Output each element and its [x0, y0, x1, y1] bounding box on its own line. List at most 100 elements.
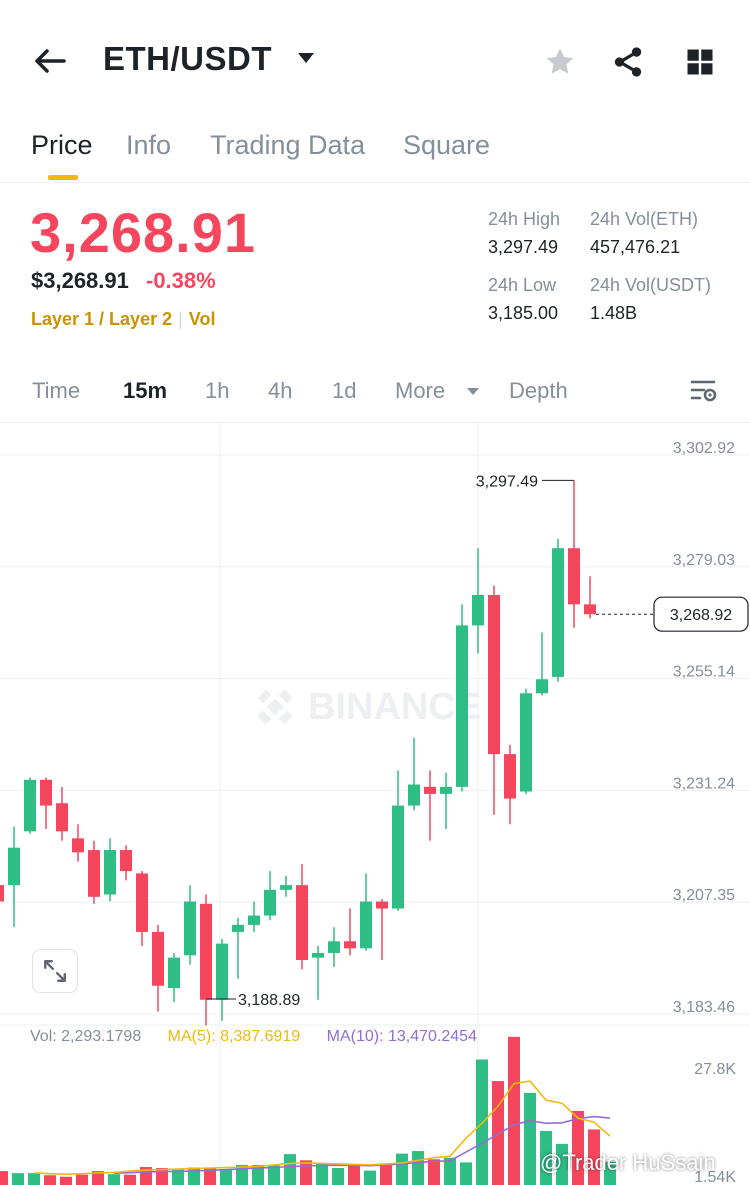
candle-body	[536, 679, 548, 694]
more-dropdown-icon[interactable]	[467, 388, 479, 395]
candle-body	[392, 805, 404, 909]
candle-body	[168, 957, 180, 989]
ma10-line	[113, 1115, 611, 1174]
volume-bar	[92, 1171, 104, 1185]
volume-bar	[76, 1174, 88, 1185]
vol-base-label: 24h Vol(ETH)	[590, 209, 699, 229]
ma10-value: MA(10): 13,470.2454	[326, 1028, 477, 1045]
candle-body	[56, 803, 68, 832]
high-marker-label: 3,297.49	[476, 473, 538, 490]
expand-chart-button[interactable]	[32, 949, 78, 993]
volume-bar	[204, 1168, 216, 1185]
ma5-value: MA(5): 8,387.6919	[167, 1028, 301, 1045]
candle-body	[264, 889, 276, 916]
interval-depth[interactable]: Depth	[509, 378, 568, 403]
volume-bar	[156, 1168, 168, 1185]
tab-info[interactable]: Info	[126, 130, 172, 160]
volume-bar	[252, 1164, 264, 1185]
candle-body	[104, 850, 116, 895]
high-value: 3,297.49	[488, 237, 559, 257]
back-arrow-icon[interactable]	[28, 40, 72, 82]
vol-quote-label: 24h Vol(USDT)	[590, 275, 712, 295]
favorite-star-icon[interactable]	[538, 40, 582, 84]
tag-separator: |	[178, 309, 183, 329]
low-marker-label: 3,188.89	[238, 992, 300, 1009]
candle-body	[40, 779, 52, 806]
tab-price[interactable]: Price	[31, 130, 93, 160]
volume-indicator-row: Vol: 2,293.1798 MA(5): 8,387.6919 MA(10)…	[30, 1028, 499, 1046]
interval-bar: Time 15m 1h 4h 1d More Depth	[0, 360, 750, 423]
candle-body	[200, 903, 212, 1000]
candle-body	[136, 873, 148, 932]
watermark-text: BINANCE	[308, 686, 481, 728]
interval-time[interactable]: Time	[32, 378, 81, 403]
candle-body	[24, 779, 36, 832]
price-axis: 3,302.92 3,279.03 3,255.14 3,231.24 3,207.35…	[673, 440, 737, 1185]
active-tab-indicator	[48, 175, 78, 180]
candlestick-chart[interactable]: BINANCE 3,302.92 3,279.03 3,255.14 3,231.24…	[0, 422, 750, 1185]
volume-bar	[44, 1175, 56, 1185]
volume-tick-label: 27.8K	[694, 1061, 736, 1078]
candle-body	[248, 915, 260, 925]
volume-bar	[332, 1168, 344, 1185]
price-markers: 3,297.49 3,188.89 3,268.92	[206, 473, 749, 1009]
interval-1d[interactable]: 1d	[332, 378, 357, 403]
candle-body	[280, 885, 292, 890]
volume-bar	[556, 1143, 568, 1185]
last-price: 3,268.91	[30, 201, 256, 264]
interval-15m[interactable]: 15m	[123, 378, 168, 403]
volume-bar	[460, 1162, 472, 1185]
top-tabs: Price Info Trading Data Square	[0, 120, 750, 183]
category-tags: Layer 1 / Layer 2 | Vol	[31, 309, 215, 330]
volume-bar	[572, 1110, 584, 1185]
interval-4h[interactable]: 4h	[268, 378, 293, 403]
volume-bar	[12, 1173, 24, 1185]
tag-layer[interactable]: Layer 1 / Layer 2	[31, 309, 173, 329]
volume-bar	[588, 1129, 600, 1185]
volume-bars	[0, 1036, 616, 1185]
interval-more[interactable]: More	[395, 378, 446, 403]
volume-bar	[508, 1036, 520, 1185]
chart-settings-icon[interactable]	[686, 374, 722, 408]
volume-bar	[0, 1171, 8, 1185]
tab-trading-data[interactable]: Trading Data	[210, 130, 366, 160]
volume-bar	[284, 1154, 296, 1185]
pair-dropdown-icon[interactable]	[298, 53, 314, 63]
candle-body	[72, 838, 84, 853]
volume-bar	[172, 1169, 184, 1185]
volume-bar	[492, 1081, 504, 1185]
low-label: 24h Low	[488, 275, 557, 295]
header: ETH/USDT	[0, 0, 750, 120]
candle-body	[296, 885, 308, 960]
candle-body	[472, 595, 484, 626]
volume-bar	[524, 1092, 536, 1185]
volume-bar	[412, 1151, 424, 1185]
volume-ma-lines	[33, 1080, 611, 1176]
high-label: 24h High	[488, 209, 561, 229]
volume-bar	[604, 1161, 616, 1185]
share-icon[interactable]	[606, 40, 650, 84]
tab-square[interactable]: Square	[403, 130, 491, 160]
grid-menu-icon[interactable]	[678, 40, 722, 84]
usd-price: $3,268.91	[31, 268, 129, 293]
candle-body	[408, 784, 420, 806]
price-change-percent: -0.38%	[146, 268, 216, 293]
volume-bar	[60, 1176, 72, 1185]
pair-title[interactable]: ETH/USDT	[103, 40, 272, 77]
candle-body	[216, 943, 228, 1000]
y-tick-label: 3,207.35	[673, 887, 735, 904]
y-tick-label: 3,302.92	[673, 440, 735, 457]
volume-bar	[108, 1174, 120, 1185]
vol-base-value: 457,476.21	[590, 237, 681, 257]
y-tick-label: 3,231.24	[673, 775, 735, 792]
candle-body	[232, 924, 244, 932]
candle-body	[344, 941, 356, 949]
candle-body	[440, 786, 452, 794]
current-price-tag	[653, 596, 749, 632]
vol-value: Vol: 2,293.1798	[30, 1028, 142, 1045]
interval-1h[interactable]: 1h	[205, 378, 230, 403]
candle-body	[520, 693, 532, 792]
tag-vol[interactable]: Vol	[188, 309, 216, 329]
candle-body	[8, 847, 20, 886]
candle-body	[552, 548, 564, 677]
